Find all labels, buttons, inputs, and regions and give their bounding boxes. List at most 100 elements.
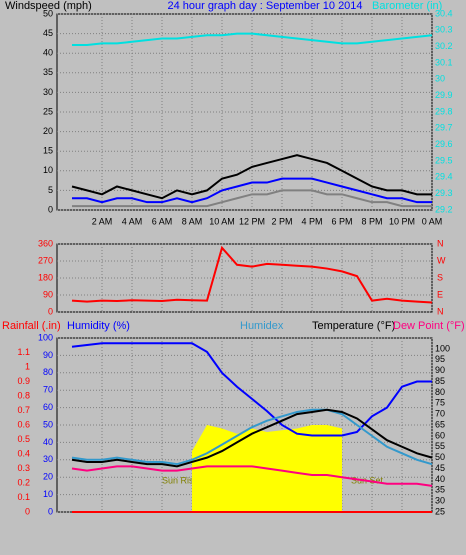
y-axis-title: Windspeed (mph) bbox=[5, 0, 92, 12]
y2-tick-label: 60 bbox=[435, 430, 445, 440]
y2-tick-label: 30.1 bbox=[435, 57, 453, 67]
y-tick-label: 1.1 bbox=[17, 347, 30, 357]
y2-tick-label: 65 bbox=[435, 419, 445, 429]
line bbox=[71, 342, 432, 437]
x-tick-label: 4 AM bbox=[122, 216, 143, 226]
y-tick-label: 45 bbox=[43, 28, 53, 38]
y-tick-label: 270 bbox=[38, 255, 53, 265]
x-tick-label: 2 PM bbox=[271, 216, 292, 226]
x-tick-label: 10 AM bbox=[209, 216, 235, 226]
y-tick-label: 0 bbox=[48, 306, 53, 316]
y2-tick-label: 40 bbox=[435, 474, 445, 484]
annotation: Sun Rise bbox=[162, 475, 199, 485]
y2-tick-label: 29.8 bbox=[435, 106, 453, 116]
y-tick-label: 10 bbox=[43, 165, 53, 175]
y2-tick-label: N bbox=[437, 306, 444, 316]
x-tick-label: 6 PM bbox=[331, 216, 352, 226]
y2-tick-label: S bbox=[437, 272, 443, 282]
y2-tick-label: 30 bbox=[435, 496, 445, 506]
y2-tick-label: W bbox=[437, 255, 446, 265]
y2-tick-label: N bbox=[437, 238, 444, 248]
chart-title: 24 hour graph day : September 10 2014 bbox=[167, 0, 362, 12]
y2-tick-label: 30.4 bbox=[435, 8, 453, 18]
y-tick-label: 0.9 bbox=[17, 376, 30, 386]
y2-tick-label: 29.6 bbox=[435, 139, 453, 149]
y-tick-label: 0.2 bbox=[17, 477, 30, 487]
y-tick-label: 0.1 bbox=[17, 492, 30, 502]
y2-tick-label: 85 bbox=[435, 376, 445, 386]
y2-tick-label: 30.2 bbox=[435, 41, 453, 51]
y3-tick-label: 40 bbox=[43, 437, 53, 447]
y-tick-label: 15 bbox=[43, 146, 53, 156]
line bbox=[71, 408, 433, 468]
y-tick-label: 0.6 bbox=[17, 419, 30, 429]
y-tick-label: 0.4 bbox=[17, 448, 30, 458]
y2-tick-label: 29.7 bbox=[435, 123, 453, 133]
y3-tick-label: 30 bbox=[43, 454, 53, 464]
y3-tick-label: 0 bbox=[48, 506, 53, 516]
line bbox=[71, 408, 433, 466]
y-tick-label: 0.8 bbox=[17, 390, 30, 400]
x-tick-label: 10 PM bbox=[389, 216, 415, 226]
legend-label: Humidity (%) bbox=[67, 320, 130, 332]
x-tick-label: 12 PM bbox=[239, 216, 265, 226]
x-tick-label: 4 PM bbox=[301, 216, 322, 226]
y2-tick-label: 29.3 bbox=[435, 188, 453, 198]
y-tick-label: 0.7 bbox=[17, 405, 30, 415]
y3-tick-label: 10 bbox=[43, 489, 53, 499]
legend-label: Rainfall (.in) bbox=[2, 320, 61, 332]
x-tick-label: 8 PM bbox=[361, 216, 382, 226]
y2-tick-label: 80 bbox=[435, 387, 445, 397]
y3-tick-label: 60 bbox=[43, 402, 53, 412]
y-tick-label: 50 bbox=[43, 8, 53, 18]
y2-tick-label: 55 bbox=[435, 441, 445, 451]
y-tick-label: 0.5 bbox=[17, 434, 30, 444]
line bbox=[71, 154, 432, 200]
y2-tick-label: 90 bbox=[435, 365, 445, 375]
line bbox=[72, 32, 433, 47]
y2-tick-label: E bbox=[437, 289, 443, 299]
y-tick-label: 20 bbox=[43, 126, 53, 136]
x-tick-label: 6 AM bbox=[152, 216, 173, 226]
y-tick-label: 30 bbox=[43, 87, 53, 97]
y-tick-label: 90 bbox=[43, 289, 53, 299]
legend-label: Dew Point (°F) bbox=[393, 320, 465, 332]
y3-tick-label: 100 bbox=[38, 332, 53, 342]
y2-tick-label: 29.2 bbox=[435, 204, 453, 214]
y2-tick-label: 30.3 bbox=[435, 25, 453, 35]
line bbox=[71, 465, 433, 487]
y-tick-label: 25 bbox=[43, 106, 53, 116]
y-tick-label: 5 bbox=[48, 185, 53, 195]
y-tick-label: 35 bbox=[43, 67, 53, 77]
line bbox=[72, 177, 432, 204]
y3-tick-label: 70 bbox=[43, 385, 53, 395]
y2-tick-label: 75 bbox=[435, 398, 445, 408]
y-tick-label: 180 bbox=[38, 272, 53, 282]
y2-tick-label: 25 bbox=[435, 506, 445, 516]
legend-label: Humidex bbox=[240, 320, 284, 332]
y2-tick-label: 50 bbox=[435, 452, 445, 462]
x-tick-label: 0 AM bbox=[422, 216, 443, 226]
y-tick-label: 360 bbox=[38, 238, 53, 248]
y-tick-label: 0.3 bbox=[17, 463, 30, 473]
x-tick-label: 8 AM bbox=[182, 216, 203, 226]
y-tick-label: 40 bbox=[43, 48, 53, 58]
y2-axis-title: Barometer (in) bbox=[372, 0, 442, 12]
y-tick-label: 0 bbox=[48, 204, 53, 214]
y2-tick-label: 45 bbox=[435, 463, 445, 473]
y2-tick-label: 30 bbox=[435, 74, 445, 84]
y-tick-label: 0 bbox=[25, 506, 30, 516]
y2-tick-label: 95 bbox=[435, 354, 445, 364]
y2-tick-label: 29.5 bbox=[435, 155, 453, 165]
y2-tick-label: 29.4 bbox=[435, 172, 453, 182]
y-tick-label: 1 bbox=[25, 361, 30, 371]
y3-tick-label: 80 bbox=[43, 367, 53, 377]
y2-tick-label: 29.9 bbox=[435, 90, 453, 100]
legend-label: Temperature (°F) bbox=[312, 320, 395, 332]
y2-tick-label: 35 bbox=[435, 485, 445, 495]
line bbox=[71, 245, 433, 304]
y3-tick-label: 50 bbox=[43, 419, 53, 429]
y3-tick-label: 90 bbox=[43, 350, 53, 360]
line bbox=[72, 189, 432, 208]
